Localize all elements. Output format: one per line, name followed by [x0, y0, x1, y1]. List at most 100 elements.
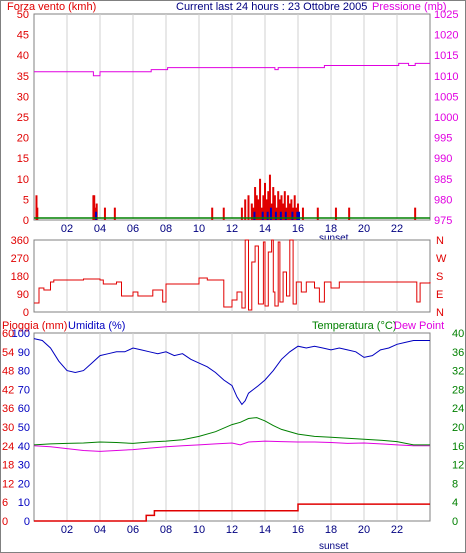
panel-3-grid: [66, 333, 398, 521]
panel-1-x-ticks: 02 04 06 08 10 12 14 16 18 20 22: [61, 223, 403, 235]
compass-label: W: [436, 253, 447, 265]
temperature-tick-label: 40: [452, 328, 464, 340]
panel-1-sunset-label: sunset: [319, 233, 349, 244]
wind-tick-label: 25: [17, 112, 29, 124]
wind-gust-bars: [35, 174, 417, 220]
x-tick-label: 12: [226, 524, 238, 536]
humidity-tick-label: 40: [18, 441, 30, 453]
compass-label: S: [436, 271, 443, 283]
x-tick-label: 16: [292, 524, 304, 536]
pressure-series: [34, 62, 430, 77]
x-tick-label: 10: [193, 524, 205, 536]
direction-degree-label: 360: [11, 235, 29, 247]
humidity-line: [33, 338, 430, 406]
wind-tick-label: 15: [17, 153, 29, 165]
pressure-line: [34, 62, 430, 77]
humidity-tick-label: 20: [18, 478, 30, 490]
pressure-tick-label: 1005: [434, 91, 458, 103]
x-tick-label: 14: [259, 223, 271, 235]
wind-direction-series: [34, 239, 431, 311]
rain-tick-label: 48: [2, 366, 14, 378]
temperature-tick-label: 16: [452, 441, 464, 453]
humidity-title: Umidita (%): [68, 320, 125, 332]
pressure-tick-label: 995: [434, 133, 452, 145]
pressure-tick-label: 1000: [434, 112, 458, 124]
temperature-tick-label: 28: [452, 384, 464, 396]
x-tick-label: 08: [160, 223, 172, 235]
humidity-tick-label: 0: [24, 516, 30, 528]
temperature-series: [33, 417, 430, 446]
wind-tick-label: 5: [23, 194, 29, 206]
pressure-tick-label: 985: [434, 174, 452, 186]
x-tick-label: 08: [160, 524, 172, 536]
wind-tick-label: 0: [23, 215, 29, 227]
pressure-tick-label: 1010: [434, 71, 458, 83]
x-tick-label: 14: [259, 524, 271, 536]
temperature-tick-label: 24: [452, 403, 464, 415]
humidity-series: [33, 338, 430, 406]
panel-3-sunset-label: sunset: [319, 541, 349, 552]
x-tick-label: 22: [391, 223, 403, 235]
rain-tick-label: 30: [2, 422, 14, 434]
x-tick-label: 06: [127, 524, 139, 536]
humidity-tick-label: 10: [18, 497, 30, 509]
temperature-title: Temperatura (°C): [312, 320, 396, 332]
pressure-title: Pressione (mb): [372, 1, 447, 13]
direction-degree-label: 270: [11, 253, 29, 265]
compass-label: E: [436, 289, 443, 301]
pressure-tick-label: 980: [434, 194, 452, 206]
temperature-line: [33, 417, 430, 446]
x-tick-label: 20: [358, 223, 370, 235]
pressure-tick-label: 1015: [434, 50, 458, 62]
x-tick-label: 10: [193, 223, 205, 235]
wind-tick-label: 35: [17, 71, 29, 83]
compass-label: N: [436, 235, 444, 247]
temperature-tick-label: 0: [452, 516, 458, 528]
wind-tick-label: 10: [17, 174, 29, 186]
humidity-tick-label: 70: [18, 384, 30, 396]
wind-tick-label: 45: [17, 30, 29, 42]
pressure-tick-label: 990: [434, 153, 452, 165]
temperature-tick-label: 12: [452, 460, 464, 472]
wind-tick-label: 30: [17, 91, 29, 103]
rain-axis-ticks: 0 6 12 18 24 30 36 42 48 54 60: [2, 328, 14, 528]
humidity-tick-label: 100: [12, 328, 30, 340]
direction-degree-label: 0: [23, 307, 29, 319]
humidity-tick-label: 90: [18, 347, 30, 359]
x-tick-label: 18: [325, 524, 337, 536]
x-tick-label: 04: [94, 223, 106, 235]
temperature-tick-label: 36: [452, 347, 464, 359]
rain-tick-label: 36: [2, 403, 14, 415]
chart-date-title: Current last 24 hours : 23 Ottobre 2005: [176, 1, 367, 13]
wind-speed-title: Forza vento (kmh): [7, 1, 96, 13]
dew-point-title: Dew Point: [394, 320, 444, 332]
pressure-tick-label: 1025: [434, 9, 458, 21]
x-tick-label: 04: [94, 524, 106, 536]
direction-degree-label: 90: [17, 289, 29, 301]
direction-degree-label: 180: [11, 271, 29, 283]
dew-point-series: [33, 440, 430, 452]
temperature-tick-label: 8: [452, 478, 458, 490]
humidity-axis-ticks: 0 10 20 30 40 50 60 70 80 90 100: [12, 328, 30, 528]
pressure-tick-label: 975: [434, 215, 452, 227]
temperature-tick-label: 32: [452, 366, 464, 378]
compass-label: N: [436, 307, 444, 319]
temperature-tick-label: 20: [452, 422, 464, 434]
panel-1-grid: [66, 14, 398, 220]
rain-tick-label: 6: [2, 497, 8, 509]
wind-direction-line: [34, 239, 431, 311]
pressure-tick-label: 1020: [434, 30, 458, 42]
rain-line: [34, 503, 430, 522]
humidity-tick-label: 60: [18, 403, 30, 415]
rain-tick-label: 0: [2, 516, 8, 528]
humidity-tick-label: 30: [18, 460, 30, 472]
pressure-right-axis-ticks: 975 980 985 990 995 1000 1005 1010 1015 1020 1025: [434, 9, 458, 227]
temperature-tick-label: 4: [452, 497, 458, 509]
x-tick-label: 02: [61, 223, 73, 235]
rain-tick-label: 54: [2, 347, 14, 359]
